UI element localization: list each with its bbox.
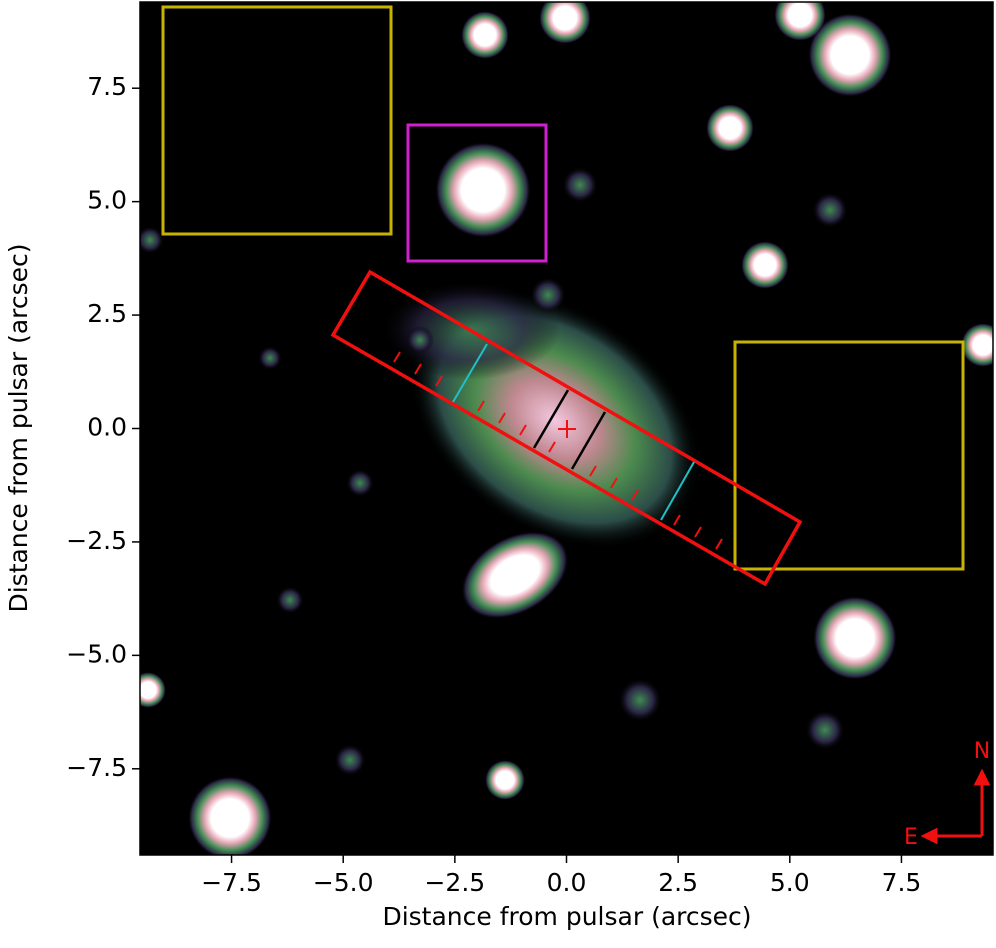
x-tick-label: 2.5 <box>658 868 698 897</box>
image: N E <box>140 2 993 855</box>
slit <box>330 269 803 587</box>
y-tick-label: 5.0 <box>87 186 127 215</box>
slit-marker <box>532 389 570 449</box>
compass-north: N <box>974 739 990 764</box>
slit-ticks <box>393 351 723 550</box>
x-tick-label: 7.5 <box>882 868 922 897</box>
background-region <box>161 5 393 236</box>
x-tick-label: −2.5 <box>424 868 485 897</box>
x-axis-label: Distance from pulsar (arcsec) <box>382 902 751 931</box>
x-tick-label: 0.0 <box>547 868 587 897</box>
compass <box>920 768 991 845</box>
slit-marker <box>570 411 607 470</box>
y-tick-label: −2.5 <box>66 526 127 555</box>
pulsar-marker <box>558 420 576 438</box>
x-tick-label: −7.5 <box>201 868 262 897</box>
slit-marker <box>452 343 488 403</box>
y-tick-label: 7.5 <box>87 72 127 101</box>
reference-region <box>406 123 548 263</box>
compass-east: E <box>904 825 918 850</box>
stars <box>140 2 993 855</box>
y-tick-label: 2.5 <box>87 299 127 328</box>
y-tick-label: 0.0 <box>87 413 127 442</box>
x-tick-label: −5.0 <box>313 868 374 897</box>
slit-marker <box>660 461 695 521</box>
y-axis-label: Distance from pulsar (arcsec) <box>4 243 33 612</box>
x-tick-label: 5.0 <box>770 868 810 897</box>
y-tick-label: −7.5 <box>66 753 127 782</box>
background-region <box>733 340 965 571</box>
y-tick-label: −5.0 <box>66 639 127 668</box>
